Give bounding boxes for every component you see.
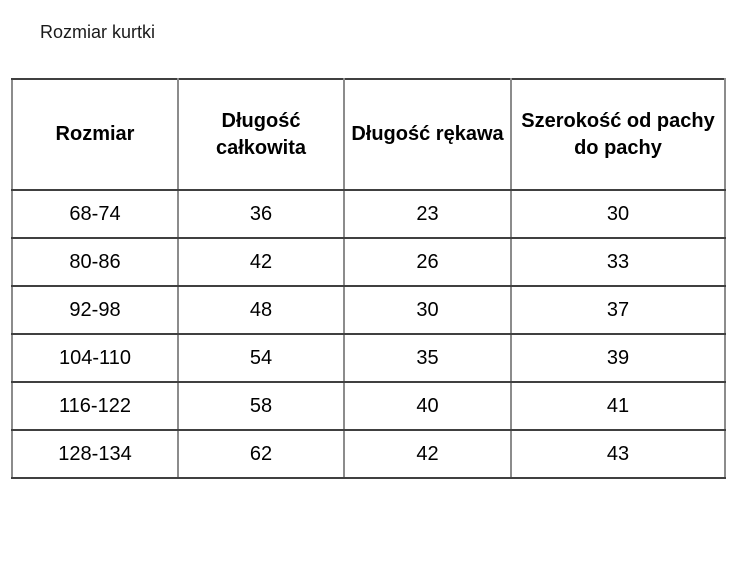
table-cell: 30 xyxy=(510,189,726,239)
table-row: 68-74 36 23 30 xyxy=(11,189,726,239)
table-cell: 62 xyxy=(177,429,345,479)
table-cell: 42 xyxy=(177,237,345,287)
column-header-dlugosc-rekawa: Długość rękawa xyxy=(343,78,512,191)
column-header-szerokosc-od-pachy: Szerokość od pachy do pachy xyxy=(510,78,726,191)
table-cell: 43 xyxy=(510,429,726,479)
row-label: 116-122 xyxy=(11,381,179,431)
table-cell: 42 xyxy=(343,429,512,479)
table-row: 92-98 48 30 37 xyxy=(11,285,726,335)
table-row: 104-110 54 35 39 xyxy=(11,333,726,383)
page-title: Rozmiar kurtki xyxy=(40,22,156,42)
table-cell: 26 xyxy=(343,237,512,287)
row-label: 80-86 xyxy=(11,237,179,287)
row-label: 128-134 xyxy=(11,429,179,479)
table-cell: 36 xyxy=(177,189,345,239)
table-cell: 30 xyxy=(343,285,512,335)
table-row: 116-122 58 40 41 xyxy=(11,381,726,431)
column-header-dlugosc-calkowita: Długość całkowita xyxy=(177,78,345,191)
table-cell: 40 xyxy=(343,381,512,431)
size-table: Rozmiar Długość całkowita Długość rękawa… xyxy=(11,78,726,479)
table-row: 128-134 62 42 43 xyxy=(11,429,726,479)
table-cell: 39 xyxy=(510,333,726,383)
table-cell: 35 xyxy=(343,333,512,383)
table-cell: 58 xyxy=(177,381,345,431)
table-cell: 33 xyxy=(510,237,726,287)
table-cell: 48 xyxy=(177,285,345,335)
table-cell: 54 xyxy=(177,333,345,383)
table-cell: 37 xyxy=(510,285,726,335)
table-row: 80-86 42 26 33 xyxy=(11,237,726,287)
row-label: 92-98 xyxy=(11,285,179,335)
row-label: 104-110 xyxy=(11,333,179,383)
column-header-rozmiar: Rozmiar xyxy=(11,78,179,191)
table-cell: 41 xyxy=(510,381,726,431)
header-row: Rozmiar Długość całkowita Długość rękawa… xyxy=(11,78,726,191)
table-cell: 23 xyxy=(343,189,512,239)
row-label: 68-74 xyxy=(11,189,179,239)
